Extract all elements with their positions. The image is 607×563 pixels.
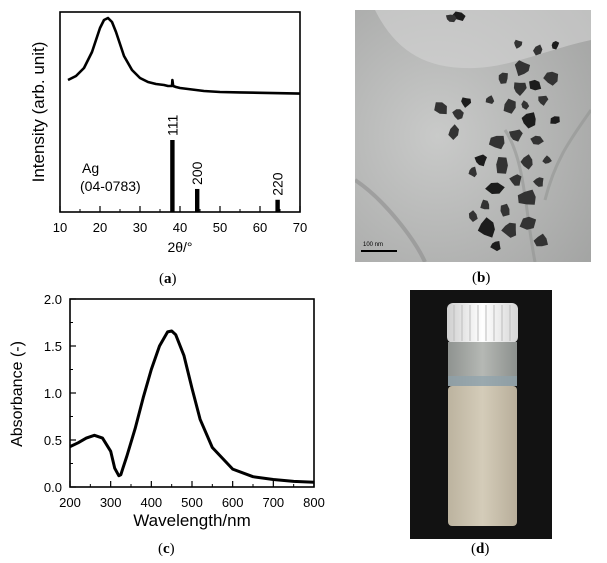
nanoparticles xyxy=(434,11,560,252)
x-tick-labels: 10 20 30 40 50 60 70 xyxy=(53,220,307,235)
nanoparticle xyxy=(509,129,523,142)
y-tick-label: 1.5 xyxy=(44,339,62,354)
x-tick-label: 10 xyxy=(53,220,67,235)
y-tick-labels: 0.0 0.5 1.0 1.5 2.0 xyxy=(44,292,62,495)
x-tick-label: 700 xyxy=(262,495,284,510)
nanoparticle xyxy=(452,109,464,120)
nanoparticle xyxy=(485,182,505,194)
nanoparticle xyxy=(550,116,560,124)
x-tick-label: 60 xyxy=(253,220,267,235)
x-ticks xyxy=(59,206,301,212)
nanoparticle xyxy=(448,124,459,140)
x-tick-label: 70 xyxy=(293,220,307,235)
x-tick-labels: 200 300 400 500 600 700 800 xyxy=(59,495,325,510)
nanoparticle xyxy=(520,154,533,170)
nanoparticle xyxy=(498,72,508,84)
nanoparticle xyxy=(533,44,543,56)
x-axis-label: Wavelength/nm xyxy=(133,511,250,530)
x-tick-label: 500 xyxy=(181,495,203,510)
nanoparticle xyxy=(451,11,466,21)
scale-bar xyxy=(361,250,397,252)
scale-bar-label: 100 nm xyxy=(363,242,383,248)
x-tick-label: 30 xyxy=(133,220,147,235)
nanoparticle xyxy=(445,14,457,23)
nanoparticle xyxy=(538,95,549,106)
reference-lines: 111 200 220 xyxy=(164,115,286,212)
nanoparticle xyxy=(509,174,522,186)
nanoparticle xyxy=(480,199,490,210)
hkl-label: 220 xyxy=(270,172,286,196)
x-tick-label: 50 xyxy=(213,220,227,235)
nanoparticle xyxy=(468,166,477,178)
nanoparticle xyxy=(543,71,559,86)
panel-d-caption: (d) xyxy=(471,541,490,557)
nanoparticle xyxy=(529,79,542,91)
reference-bar xyxy=(275,199,280,212)
x-tick-label: 40 xyxy=(173,220,187,235)
x-tick-label: 300 xyxy=(100,495,122,510)
y-tick-label: 0.0 xyxy=(44,480,62,495)
x-tick-label: 200 xyxy=(59,495,81,510)
nanoparticle xyxy=(461,97,472,108)
reference-bar xyxy=(195,188,200,212)
nanoparticle xyxy=(521,100,530,110)
vial-liquid xyxy=(448,386,517,526)
nanoparticle xyxy=(434,102,447,115)
y-axis-label: Absorbance (-) xyxy=(9,341,26,447)
panel-a-chart: 10 20 30 40 50 60 70 111 200 220 Ag (04-0783) 2θ… xyxy=(29,11,307,255)
nanoparticle xyxy=(513,82,527,96)
reference-name: Ag xyxy=(82,160,99,176)
nanoparticle xyxy=(474,154,487,167)
vial-cap xyxy=(447,303,518,343)
panel-b-caption: (b) xyxy=(472,270,491,286)
y-tick-label: 1.0 xyxy=(44,386,62,401)
reference-bar xyxy=(170,140,175,212)
nanoparticle xyxy=(533,177,544,187)
x-axis-label: 2θ/° xyxy=(167,239,192,255)
nanoparticle xyxy=(517,189,536,205)
x-ticks xyxy=(69,481,315,487)
y-tick-label: 0.5 xyxy=(44,433,62,448)
nanoparticle xyxy=(501,222,517,238)
nanoparticle xyxy=(514,60,531,77)
nanoparticle xyxy=(521,112,536,129)
reference-card: (04-0783) xyxy=(80,178,141,194)
vial-photo xyxy=(410,290,552,539)
y-tick-label: 2.0 xyxy=(44,292,62,307)
nanoparticle xyxy=(503,98,516,114)
panel-c-caption: (c) xyxy=(158,541,175,557)
nanoparticle xyxy=(519,216,537,230)
nanoparticle xyxy=(533,233,548,247)
tem-image: 100 nm xyxy=(355,10,591,262)
nanoparticle xyxy=(530,135,544,145)
nanoparticle xyxy=(542,155,552,164)
x-tick-label: 600 xyxy=(222,495,244,510)
nanoparticle xyxy=(488,135,505,150)
nanoparticle xyxy=(500,203,510,217)
panel-c-chart: 200 300 400 500 600 700 800 0.0 0.5 1.0 1.5 2.0 Wa… xyxy=(9,292,325,530)
x-tick-label: 800 xyxy=(303,495,325,510)
y-axis-label: Intensity (arb. unit) xyxy=(29,42,48,183)
xrd-line xyxy=(67,16,301,95)
panel-a-caption: (a) xyxy=(159,271,177,287)
hkl-label: 200 xyxy=(189,161,205,185)
nanoparticle xyxy=(496,157,508,174)
nanoparticle xyxy=(485,95,495,104)
nanoparticle xyxy=(551,41,560,50)
nanoparticle xyxy=(477,217,495,238)
hkl-label: 111 xyxy=(164,115,180,136)
absorbance-line xyxy=(69,329,315,484)
nanoparticle xyxy=(514,39,523,49)
nanoparticle xyxy=(468,210,478,222)
nanoparticle xyxy=(490,241,501,252)
x-tick-label: 20 xyxy=(93,220,107,235)
x-tick-label: 400 xyxy=(140,495,162,510)
y-ticks xyxy=(70,298,76,488)
